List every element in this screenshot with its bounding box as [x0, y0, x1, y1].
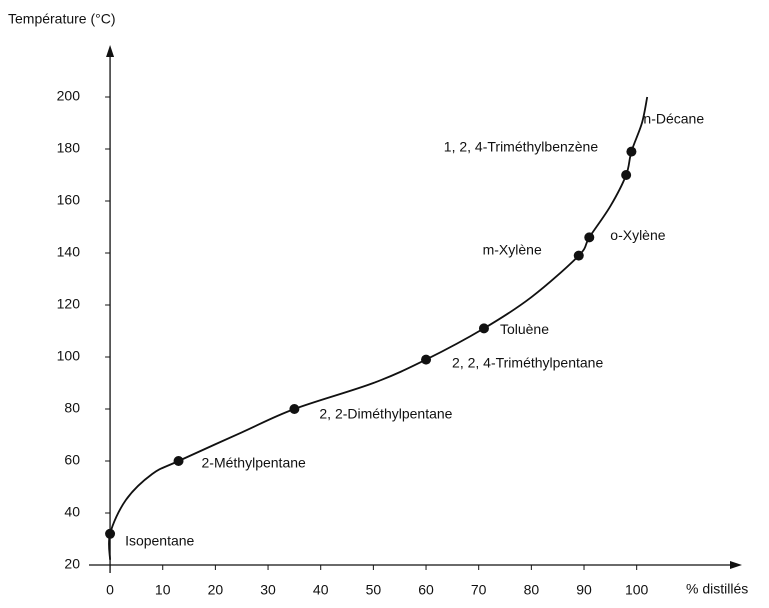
y-tick-label: 180: [57, 140, 81, 156]
x-tick-label: 20: [208, 582, 224, 598]
y-tick-label: 120: [57, 296, 81, 312]
point: [173, 456, 184, 466]
y-tick-label: 80: [64, 400, 80, 416]
x-tick-label: 50: [366, 582, 382, 598]
curve: [108, 96, 649, 560]
point: [626, 146, 637, 157]
x-tick-label: 10: [155, 582, 171, 598]
x-tick-label: 30: [260, 582, 276, 598]
y-tick-label: 100: [57, 348, 81, 364]
x-tick-label: 70: [471, 582, 487, 598]
point: [105, 528, 116, 539]
point-label: Toluène: [500, 321, 549, 337]
y-axis-arrow: [106, 45, 115, 57]
y-tick-label: 140: [57, 244, 81, 260]
x-tick-label: 80: [524, 582, 540, 598]
y-tick-label: 160: [57, 192, 81, 208]
point-label: 2-Méthylpentane: [202, 455, 307, 471]
point: [289, 404, 300, 414]
point-label: 1, 2, 4-Triméthylbenzène: [444, 139, 599, 155]
point-label: o-Xylène: [610, 227, 665, 243]
point: [573, 250, 584, 261]
y-axis-label: Température (°C): [8, 11, 116, 27]
y-tick-label: 40: [64, 504, 80, 520]
point-label: 2, 2, 4-Triméthylpentane: [452, 354, 603, 370]
y-tick-label: 20: [64, 556, 80, 572]
x-tick-label: 100: [625, 582, 649, 598]
point-label: 2, 2-Diméthylpentane: [319, 406, 452, 422]
point: [421, 354, 432, 365]
x-axis-arrow: [730, 561, 742, 569]
point: [478, 323, 489, 334]
point: [584, 232, 595, 243]
x-tick-label: 0: [106, 582, 114, 598]
x-tick-label: 90: [576, 582, 592, 598]
y-tick-label: 200: [57, 88, 81, 104]
x-tick-label: 60: [418, 582, 434, 598]
x-axis-label: % distillés: [686, 581, 748, 597]
point-label: n-Décane: [643, 110, 704, 126]
point-label: m-Xylène: [483, 241, 542, 257]
point: [621, 170, 632, 180]
x-tick-label: 40: [313, 582, 329, 598]
point-label: Isopentane: [125, 533, 194, 549]
y-tick-label: 60: [64, 452, 80, 468]
